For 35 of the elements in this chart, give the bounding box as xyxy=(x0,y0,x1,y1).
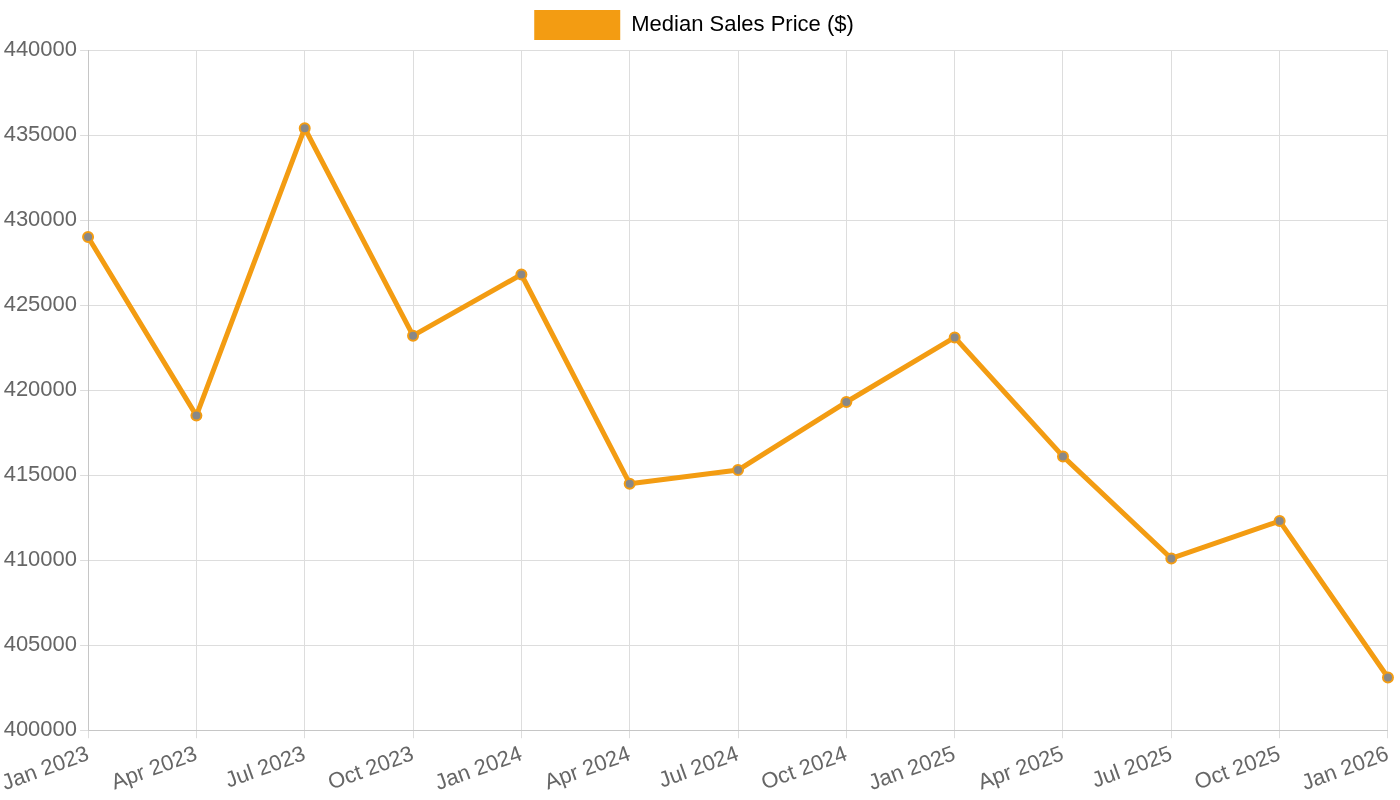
x-tick-label: Jan 2023 xyxy=(0,740,92,795)
point xyxy=(1165,552,1178,565)
x-tick-label: Oct 2025 xyxy=(1190,740,1284,795)
point xyxy=(1273,515,1286,528)
x-tick-label: Apr 2025 xyxy=(974,740,1067,795)
y-tick-label: 410000 xyxy=(3,546,78,572)
x-tick-label: Jan 2025 xyxy=(864,740,959,795)
point xyxy=(1381,671,1394,684)
point xyxy=(1056,450,1069,463)
x-tick-label: Apr 2024 xyxy=(541,740,634,795)
point xyxy=(515,268,528,281)
y-tick-label: 440000 xyxy=(3,36,78,62)
x-tick-label: Jul 2025 xyxy=(1088,740,1176,793)
y-tick-label: 400000 xyxy=(3,716,78,742)
point xyxy=(840,396,853,409)
y-tick-label: 420000 xyxy=(3,376,78,402)
point xyxy=(948,331,961,344)
y-tick-label: 405000 xyxy=(3,631,78,657)
x-tick-label: Jan 2026 xyxy=(1298,740,1392,795)
point xyxy=(82,231,95,244)
x-tick-label: Apr 2023 xyxy=(107,740,201,795)
x-tick-label: Oct 2023 xyxy=(324,740,417,795)
x-tick-label: Jul 2023 xyxy=(221,740,309,793)
x-tick-label: Jul 2024 xyxy=(655,740,742,793)
x-tick-label: Oct 2024 xyxy=(757,740,851,795)
y-tick-label: 425000 xyxy=(3,291,78,317)
y-tick-label: 435000 xyxy=(3,121,78,147)
point xyxy=(623,477,636,490)
y-tick-label: 430000 xyxy=(3,206,78,232)
point xyxy=(732,464,745,477)
point xyxy=(407,329,420,342)
legend-label: Median Sales Price ($) xyxy=(631,11,854,37)
y-tick-label: 415000 xyxy=(3,461,78,487)
point xyxy=(190,409,203,422)
x-tick-label: Jan 2024 xyxy=(431,740,526,795)
